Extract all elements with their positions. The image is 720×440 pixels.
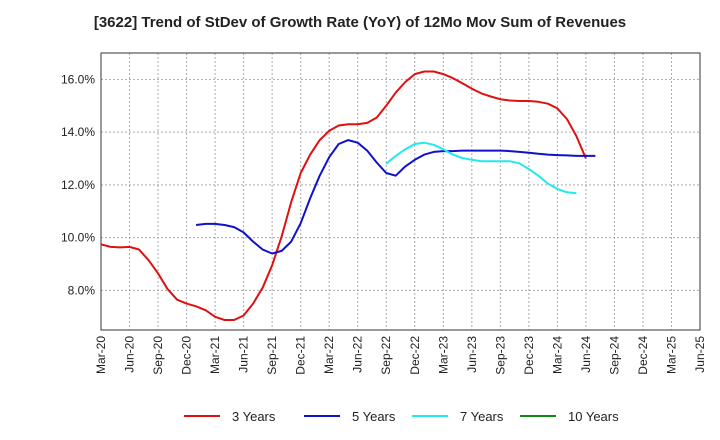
legend: 3 Years 5 Years 7 Years 10 Years	[0, 406, 720, 426]
y-tick-label: 10.0%	[61, 231, 95, 245]
legend-item: 7 Years	[412, 406, 503, 426]
series-line-7-years	[385, 141, 577, 195]
x-tick-label: Jun-20	[123, 336, 137, 373]
x-tick-label: Sep-24	[607, 336, 621, 375]
x-tick-label: Mar-21	[208, 336, 222, 374]
y-tick-label: 12.0%	[61, 178, 95, 192]
x-tick-label: Jun-21	[237, 336, 251, 373]
legend-label: 7 Years	[460, 408, 504, 424]
x-tick-label: Mar-20	[94, 336, 108, 374]
legend-swatch	[184, 415, 220, 417]
x-tick-label: Jun-23	[465, 336, 479, 373]
legend-swatch	[520, 415, 556, 417]
plot-frame	[100, 52, 701, 331]
y-tick-label: 14.0%	[61, 125, 95, 139]
x-tick-label: Sep-20	[151, 336, 165, 375]
x-tick-label: Dec-22	[408, 336, 422, 375]
x-tick-label: Dec-23	[522, 336, 536, 375]
legend-label: 10 Years	[568, 408, 619, 424]
x-tick-label: Dec-24	[636, 336, 650, 375]
x-tick-label: Sep-22	[379, 336, 393, 375]
legend-label: 5 Years	[352, 408, 396, 424]
legend-item: 3 Years	[184, 406, 275, 426]
x-tick-label: Dec-21	[294, 336, 308, 375]
x-tick-label: Dec-20	[180, 336, 194, 375]
series-line-5-years	[195, 139, 596, 255]
x-tick-label: Mar-24	[550, 336, 564, 374]
x-tick-label: Jun-25	[693, 336, 707, 373]
legend-item: 5 Years	[304, 406, 395, 426]
y-tick-label: 16.0%	[61, 72, 95, 86]
y-tick-label: 8.0%	[68, 283, 96, 297]
x-tick-label: Mar-25	[664, 336, 678, 374]
legend-swatch	[412, 415, 448, 417]
x-tick-label: Mar-23	[436, 336, 450, 374]
legend-swatch	[304, 415, 340, 417]
x-tick-label: Jun-24	[579, 336, 593, 373]
x-tick-label: Jun-22	[351, 336, 365, 373]
chart-title: [3622] Trend of StDev of Growth Rate (Yo…	[93, 14, 627, 31]
x-tick-label: Mar-22	[322, 336, 336, 374]
x-tick-label: Sep-23	[493, 336, 507, 375]
legend-label: 3 Years	[232, 408, 276, 424]
x-tick-label: Sep-21	[265, 336, 279, 375]
series-line-3-years	[100, 70, 587, 321]
legend-item: 10 Years	[520, 406, 619, 426]
